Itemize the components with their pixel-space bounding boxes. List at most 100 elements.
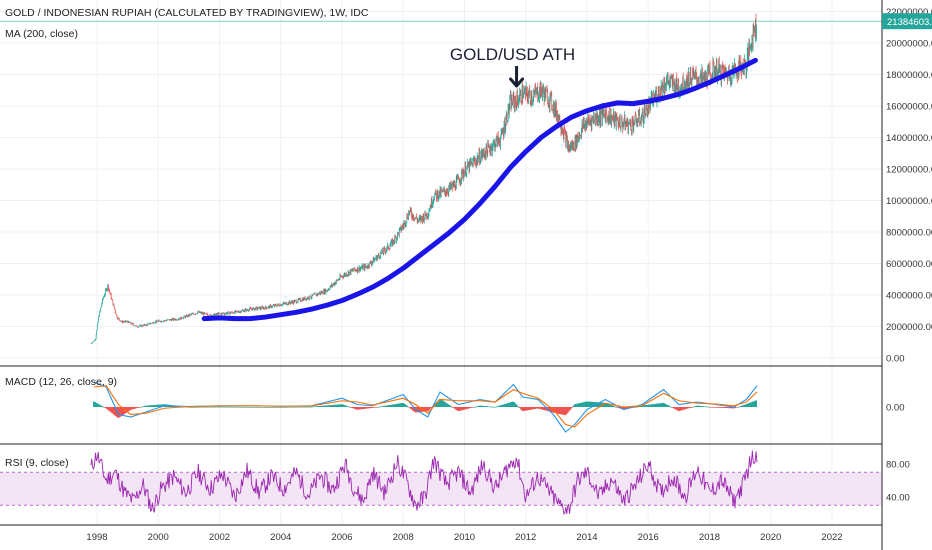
macd-histogram-bar <box>505 403 507 407</box>
macd-histogram-bar <box>410 407 413 410</box>
macd-histogram-bar <box>157 404 159 407</box>
macd-histogram-bar <box>428 407 430 410</box>
macd-histogram-bar <box>729 407 732 409</box>
macd-histogram-bar <box>493 406 496 408</box>
macd-histogram-bar <box>678 407 681 411</box>
macd-histogram-bar <box>202 406 205 408</box>
macd-histogram-bar <box>381 406 384 407</box>
ath-annotation-text: GOLD/USD ATH <box>450 45 575 64</box>
time-axis[interactable]: 1998 2000 2002 2004 2006 2008 2010 2012 2014 2016… <box>86 532 842 543</box>
macd-histogram-bar <box>705 406 707 408</box>
macd-histogram-bar <box>531 407 534 410</box>
macd-histogram-bar <box>565 407 568 415</box>
macd-histogram-bar <box>370 407 372 409</box>
macd-histogram-bar <box>379 406 382 408</box>
macd-histogram-bar <box>217 406 220 408</box>
macd-histogram-bar <box>477 406 479 407</box>
macd-legend[interactable]: MACD (12, 26, close, 9) <box>5 376 117 388</box>
macd-histogram-bar <box>520 407 522 410</box>
macd-histogram-bar <box>736 407 739 408</box>
macd-histogram-bar <box>532 407 535 410</box>
macd-histogram-bar <box>408 407 411 408</box>
macd-histogram-bar <box>551 407 554 413</box>
macd-histogram-bar <box>615 407 618 408</box>
macd-histogram-bar <box>306 406 308 408</box>
macd-histogram-bar <box>671 407 674 408</box>
macd-histogram-bar <box>537 407 540 409</box>
macd-histogram-bar <box>361 407 364 410</box>
macd-axis[interactable]: 0.00 <box>886 403 905 414</box>
macd-histogram-bar <box>98 404 101 407</box>
macd-histogram-bar <box>210 406 213 408</box>
rsi-tick-label: 40.00 <box>886 493 910 504</box>
macd-histogram-bar <box>566 407 569 413</box>
macd-histogram-bar <box>273 407 276 408</box>
macd-histogram-bar <box>339 404 342 407</box>
price-pane[interactable] <box>90 13 758 345</box>
macd-histogram-bar <box>524 407 527 411</box>
macd-histogram-bar <box>468 407 471 409</box>
macd-histogram-bar <box>443 401 446 407</box>
rsi-legend[interactable]: RSI (9, close) <box>5 457 69 469</box>
macd-histogram-bar <box>473 406 476 408</box>
macd-histogram-bar <box>454 407 457 410</box>
macd-histogram-bar <box>403 403 406 407</box>
macd-histogram-bar <box>241 406 244 408</box>
macd-histogram-bar <box>523 407 526 411</box>
macd-histogram-bar <box>506 403 508 407</box>
macd-histogram-bar <box>365 407 368 409</box>
macd-histogram-bar <box>125 407 128 413</box>
macd-histogram-bar <box>573 404 576 407</box>
macd-histogram-bar <box>501 404 504 407</box>
macd-pane[interactable] <box>93 381 758 433</box>
macd-histogram-bar <box>659 403 662 407</box>
macd-histogram-bar <box>562 407 564 415</box>
ma-200-line <box>201 57 758 322</box>
macd-histogram-bar <box>498 405 500 407</box>
macd-histogram-bar <box>676 407 678 411</box>
ma-legend[interactable]: MA (200, close) <box>5 28 78 40</box>
macd-histogram-bar <box>700 406 703 407</box>
macd-histogram-bar <box>755 400 758 407</box>
macd-histogram-bar <box>363 407 365 409</box>
macd-histogram-bar <box>310 406 313 408</box>
macd-histogram-bar <box>309 406 312 408</box>
macd-histogram-bar <box>701 406 704 407</box>
macd-histogram-bar <box>259 407 262 408</box>
price-axis[interactable]: 22000000.00 20000000.00 18000000.00 1600000… <box>886 7 932 365</box>
macd-histogram-bar <box>495 406 498 408</box>
macd-histogram-bar <box>607 403 610 407</box>
macd-histogram-bar <box>439 399 442 407</box>
macd-histogram-bar <box>436 401 439 407</box>
macd-histogram-bar <box>754 400 756 407</box>
macd-histogram-bar <box>699 405 702 407</box>
macd-histogram-bar <box>538 407 541 409</box>
macd-histogram-bar <box>190 406 193 408</box>
macd-histogram-bar <box>251 407 254 408</box>
macd-histogram-bar <box>743 404 746 407</box>
rsi-pane[interactable] <box>90 450 758 516</box>
macd-histogram-bar <box>484 406 486 407</box>
macd-histogram-bar <box>150 405 152 407</box>
last-price-badge-bg <box>882 13 932 30</box>
price-tick-label: 4000000.00 <box>886 291 932 302</box>
macd-histogram-bar <box>464 407 467 410</box>
rsi-axis[interactable]: 80.00 40.00 <box>886 460 910 504</box>
macd-histogram-bar <box>389 404 392 407</box>
macd-histogram-bar <box>287 406 290 408</box>
signal-line <box>93 385 758 428</box>
macd-histogram-bar <box>544 407 547 411</box>
macd-histogram-bar <box>728 407 731 409</box>
macd-histogram-bar <box>586 401 589 407</box>
macd-histogram-bar <box>392 404 394 407</box>
macd-histogram-bar <box>425 407 428 412</box>
macd-histogram-bar <box>677 407 680 411</box>
macd-histogram-bar <box>472 407 475 408</box>
macd-histogram-bar <box>555 407 557 414</box>
macd-histogram-bar <box>645 405 648 407</box>
macd-histogram-bar <box>118 407 121 418</box>
macd-histogram-bar <box>326 405 329 407</box>
symbol-title[interactable]: GOLD / INDONESIAN RUPIAH (CALCULATED BY … <box>5 7 369 19</box>
macd-histogram-bar <box>510 402 513 407</box>
